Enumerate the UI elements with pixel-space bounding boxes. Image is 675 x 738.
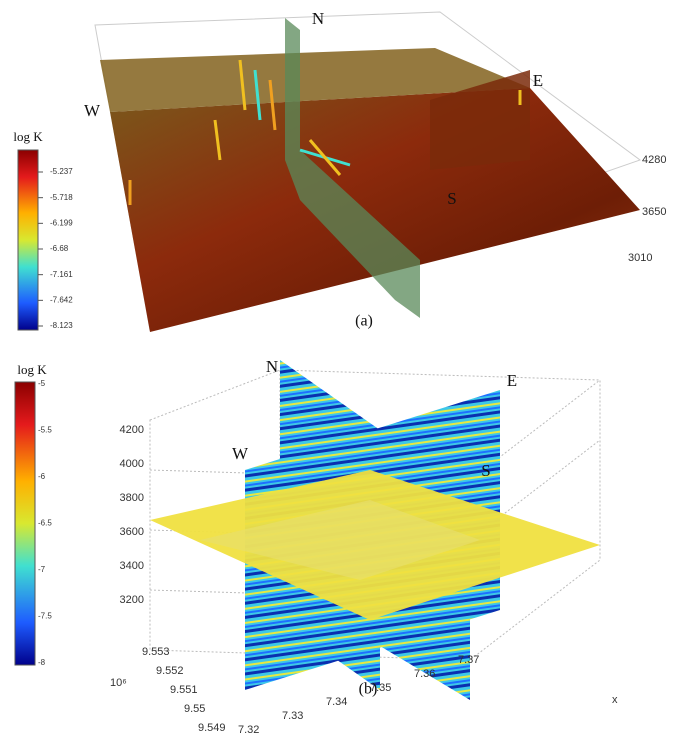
caption: (b) xyxy=(359,681,378,698)
z-tick-label: 3600 xyxy=(120,526,144,538)
z-tick-label: 3010 xyxy=(628,252,652,264)
panel-a: log K -5.237 -5.718 -6.199 -6.68 -7.161 -7.64… xyxy=(13,9,666,332)
colorbar-tick-label: -7 xyxy=(38,565,46,574)
y-tick-label: 9.553 xyxy=(142,646,170,658)
direction-label: W xyxy=(232,444,249,463)
x-tick-label: 7.36 xyxy=(414,668,435,680)
horizontal-slice xyxy=(110,88,640,332)
x-tick-label: 7.32 xyxy=(238,724,259,736)
y-multiplier: 10⁶ xyxy=(110,677,127,689)
z-tick-label: 4200 xyxy=(120,424,144,436)
direction-label: E xyxy=(507,371,517,390)
y-tick-label: 9.551 xyxy=(170,684,198,696)
direction-label: W xyxy=(84,101,101,120)
colorbar xyxy=(15,382,35,665)
colorbar-tick-label: -6.68 xyxy=(50,244,69,253)
z-tick-label: 3400 xyxy=(120,560,144,572)
x-tick-label: 7.37 xyxy=(458,654,479,666)
y-tick-label: 9.552 xyxy=(156,665,184,677)
direction-label: N xyxy=(266,357,278,376)
z-tick-label: 4280 xyxy=(642,154,666,166)
panel-b: log K -5 -5.5 -6 -6.5 -7 -7.5 -8 N E W S 4200 4… xyxy=(15,357,618,736)
colorbar-tick-label: -6.5 xyxy=(38,519,52,528)
colorbar-tick-label: -5 xyxy=(38,379,46,388)
colorbar-title: log K xyxy=(13,129,43,144)
z-tick-label: 3200 xyxy=(120,594,144,606)
caption: (a) xyxy=(355,313,373,330)
colorbar-tick-label: -8 xyxy=(38,658,46,667)
x-tick-label: 7.34 xyxy=(326,696,347,708)
z-tick-label: 3800 xyxy=(120,492,144,504)
direction-label: S xyxy=(447,189,456,208)
colorbar-tick-label: -8.123 xyxy=(50,321,73,330)
colorbar-tick-label: -6.199 xyxy=(50,218,73,227)
x-axis-label: x xyxy=(612,694,618,706)
colorbar-title: log K xyxy=(17,362,47,377)
colorbar-tick-label: -7.642 xyxy=(50,295,73,304)
colorbar-tick-label: -7.161 xyxy=(50,270,73,279)
z-tick-label: 4000 xyxy=(120,458,144,470)
direction-label: S xyxy=(481,461,490,480)
x-tick-label: 7.33 xyxy=(282,710,303,722)
z-tick-label: 3650 xyxy=(642,206,666,218)
colorbar-tick-label: -7.5 xyxy=(38,612,52,621)
direction-label: N xyxy=(312,9,324,28)
figure: log K -5.237 -5.718 -6.199 -6.68 -7.161 -7.64… xyxy=(0,0,675,738)
direction-label: E xyxy=(533,71,543,90)
colorbar-tick-label: -5.718 xyxy=(50,193,73,202)
y-tick-label: 9.55 xyxy=(184,703,205,715)
colorbar-tick-label: -6 xyxy=(38,472,46,481)
colorbar xyxy=(18,150,38,330)
colorbar-tick-label: -5.237 xyxy=(50,167,73,176)
y-tick-label: 9.549 xyxy=(198,722,226,734)
colorbar-tick-label: -5.5 xyxy=(38,426,52,435)
